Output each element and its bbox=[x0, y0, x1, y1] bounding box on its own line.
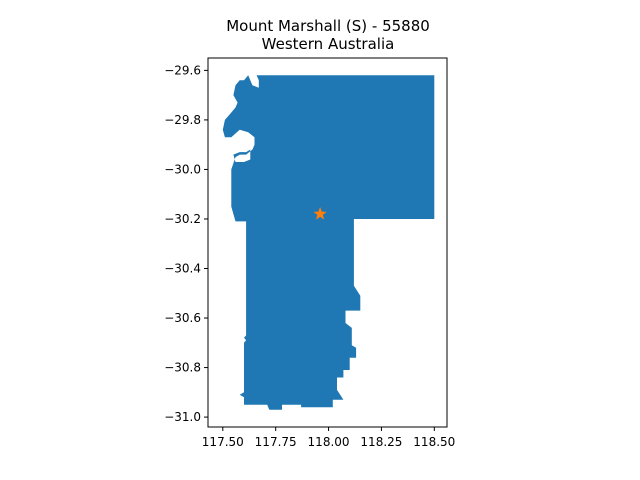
y-tick-label: −29.8 bbox=[164, 113, 201, 127]
location-star-marker bbox=[313, 207, 327, 220]
y-tick-label: −30.8 bbox=[164, 361, 201, 375]
axes-frame bbox=[207, 57, 448, 428]
region-shape bbox=[222, 75, 435, 410]
y-tick-label: −30.4 bbox=[164, 262, 201, 276]
x-tick-label: 118.00 bbox=[308, 435, 350, 449]
y-tick-label: −31.0 bbox=[164, 410, 201, 424]
y-tick-label: −29.6 bbox=[164, 63, 201, 77]
y-tick-label: −30.6 bbox=[164, 311, 201, 325]
x-tick-label: 117.75 bbox=[255, 435, 297, 449]
map-title-line2: Western Australia bbox=[262, 35, 395, 53]
y-axis-ticks: −29.6 −29.8 −30.0 −30.2 −30.4 −30.6 −30.8 −31.0 bbox=[164, 63, 208, 424]
x-axis-ticks: 117.50 117.75 118.00 118.25 118.50 bbox=[202, 427, 455, 449]
x-tick-label: 117.50 bbox=[202, 435, 244, 449]
x-tick-label: 118.50 bbox=[413, 435, 455, 449]
y-tick-label: −30.0 bbox=[164, 162, 201, 176]
y-tick-label: −30.2 bbox=[164, 212, 201, 226]
map-title-line1: Mount Marshall (S) - 55880 bbox=[226, 17, 430, 35]
plot-area bbox=[222, 75, 435, 410]
x-tick-label: 118.25 bbox=[360, 435, 402, 449]
